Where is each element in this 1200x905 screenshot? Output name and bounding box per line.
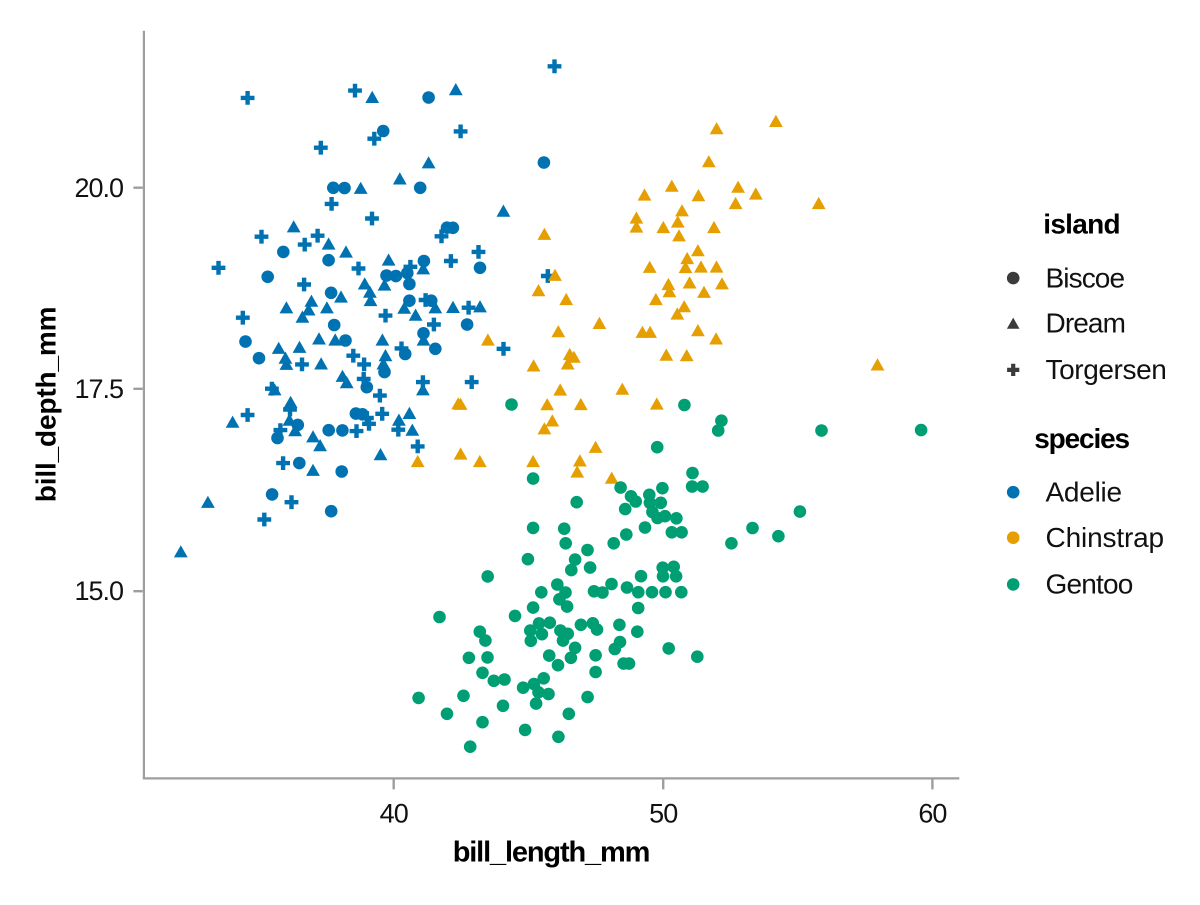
svg-text:20.0: 20.0 <box>74 173 123 203</box>
svg-text:Torgersen: Torgersen <box>1046 354 1167 385</box>
svg-text:60: 60 <box>918 799 946 829</box>
svg-text:bill_length_mm: bill_length_mm <box>453 836 650 868</box>
svg-text:island: island <box>1043 209 1120 240</box>
svg-text:Biscoe: Biscoe <box>1046 262 1125 293</box>
svg-text:40: 40 <box>380 799 408 829</box>
svg-text:Dream: Dream <box>1046 307 1126 338</box>
svg-text:Chinstrap: Chinstrap <box>1046 522 1164 553</box>
svg-text:Gentoo: Gentoo <box>1046 569 1133 600</box>
svg-text:Adelie: Adelie <box>1046 476 1122 507</box>
svg-text:species: species <box>1034 423 1129 454</box>
svg-text:17.5: 17.5 <box>74 374 123 404</box>
svg-text:bill_depth_mm: bill_depth_mm <box>31 307 62 503</box>
svg-text:50: 50 <box>649 799 677 829</box>
svg-text:15.0: 15.0 <box>74 576 123 606</box>
